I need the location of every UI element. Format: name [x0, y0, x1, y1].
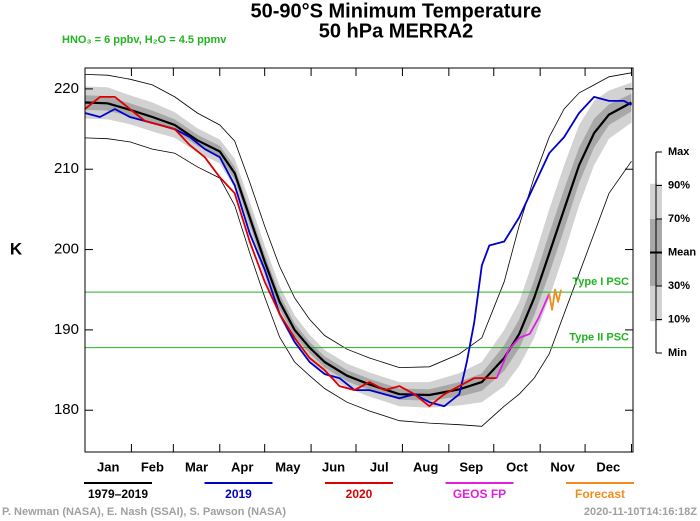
credit: P. Newman (NASA), E. Nash (SSAI), S. Paw…: [2, 506, 286, 518]
legend-label: 2020: [346, 487, 373, 501]
legend-label: Forecast: [575, 487, 625, 501]
month-label: May: [275, 459, 301, 474]
month-label: Mar: [185, 459, 208, 474]
key-label: 70%: [668, 213, 690, 225]
legend-label: GEOS FP: [453, 487, 506, 501]
key-label: Min: [668, 347, 687, 359]
y-tick-label: 180: [54, 401, 79, 418]
extreme-line: [84, 72, 632, 369]
legend-label: 1979–2019: [88, 487, 148, 501]
month-label: Oct: [506, 459, 528, 474]
plot-frame: [84, 67, 634, 453]
series-line: [84, 101, 633, 397]
chart-subtitle: 50 hPa MERRA2: [319, 20, 474, 42]
y-axis-label: K: [10, 239, 23, 258]
extreme-line: [84, 137, 632, 427]
key-label: 90%: [668, 179, 690, 191]
chart-title: 50-90°S Minimum Temperature: [250, 0, 541, 22]
series-line: [495, 293, 551, 379]
band-30-70: [85, 93, 632, 401]
key-label: Mean: [668, 246, 696, 258]
month-label: Nov: [550, 459, 575, 474]
y-tick-label: 220: [54, 80, 79, 97]
month-label: Jul: [370, 459, 389, 474]
month-label: Sep: [459, 459, 483, 474]
band-10-90: [85, 82, 632, 408]
legend-label: 2019: [225, 487, 252, 501]
key-label: 10%: [668, 313, 690, 325]
series-line: [548, 288, 562, 311]
month-label: Jun: [322, 459, 345, 474]
series-line: [84, 96, 632, 408]
y-tick-label: 200: [54, 241, 79, 258]
key-label: Max: [668, 146, 690, 158]
month-label: Aug: [413, 459, 438, 474]
note: HNO₃ = 6 ppbv, H₂O = 4.5 ppmv: [62, 34, 227, 46]
month-label: Apr: [231, 459, 253, 474]
month-label: Jan: [97, 459, 119, 474]
month-label: Feb: [141, 459, 164, 474]
key-label: 30%: [668, 280, 690, 292]
series-line: [84, 96, 497, 408]
y-tick-label: 210: [54, 160, 79, 177]
timestamp: 2020-11-10T14:16:18Z: [584, 506, 697, 518]
threshold-label: Type II PSC: [569, 331, 629, 343]
y-tick-label: 190: [54, 321, 79, 338]
month-label: Dec: [596, 459, 620, 474]
threshold-label: Type I PSC: [572, 276, 629, 288]
